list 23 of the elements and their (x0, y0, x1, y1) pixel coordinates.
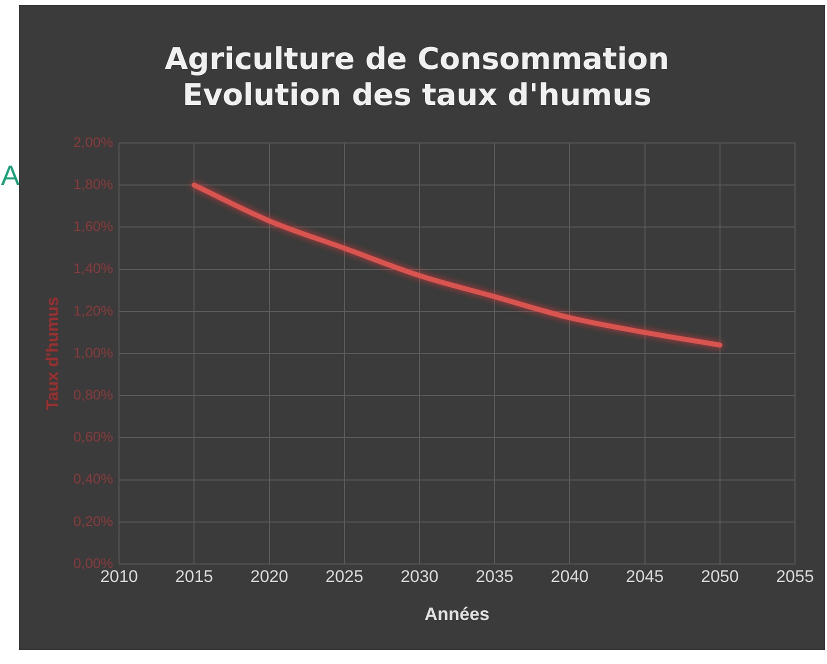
y-tick-label: 0,60% (73, 428, 114, 445)
x-axis-title: Années (424, 604, 490, 624)
y-tick-label: 0,40% (73, 470, 114, 487)
y-tick-label: 2,00% (73, 134, 114, 150)
x-tick-label: 2025 (325, 566, 364, 586)
y-tick-label: 1,40% (73, 260, 114, 276)
x-tick-label: 2020 (250, 566, 288, 586)
x-tick-label: 2035 (476, 566, 514, 586)
x-tick-label: 2040 (550, 566, 589, 586)
y-tick-label: 0,80% (73, 386, 114, 402)
text: A (1, 160, 20, 192)
chart-title: Agriculture de Consommation Evolution des taux d'humus (164, 42, 670, 113)
y-tick-label: 1,20% (73, 302, 114, 318)
y-tick-label: 0,20% (73, 512, 114, 529)
x-tick-label: 2015 (175, 566, 214, 586)
y-tick-label: 1,80% (73, 176, 114, 192)
x-tick-label: 2045 (626, 566, 664, 586)
x-tick-label: 2055 (776, 566, 814, 586)
x-tick-label: 2050 (700, 566, 739, 586)
y-axis-title: Taux d'humus (42, 296, 62, 410)
y-tick-label: 1,00% (73, 344, 114, 360)
y-tick-label: 1,60% (73, 218, 114, 234)
x-tick-label: 2030 (400, 566, 438, 586)
